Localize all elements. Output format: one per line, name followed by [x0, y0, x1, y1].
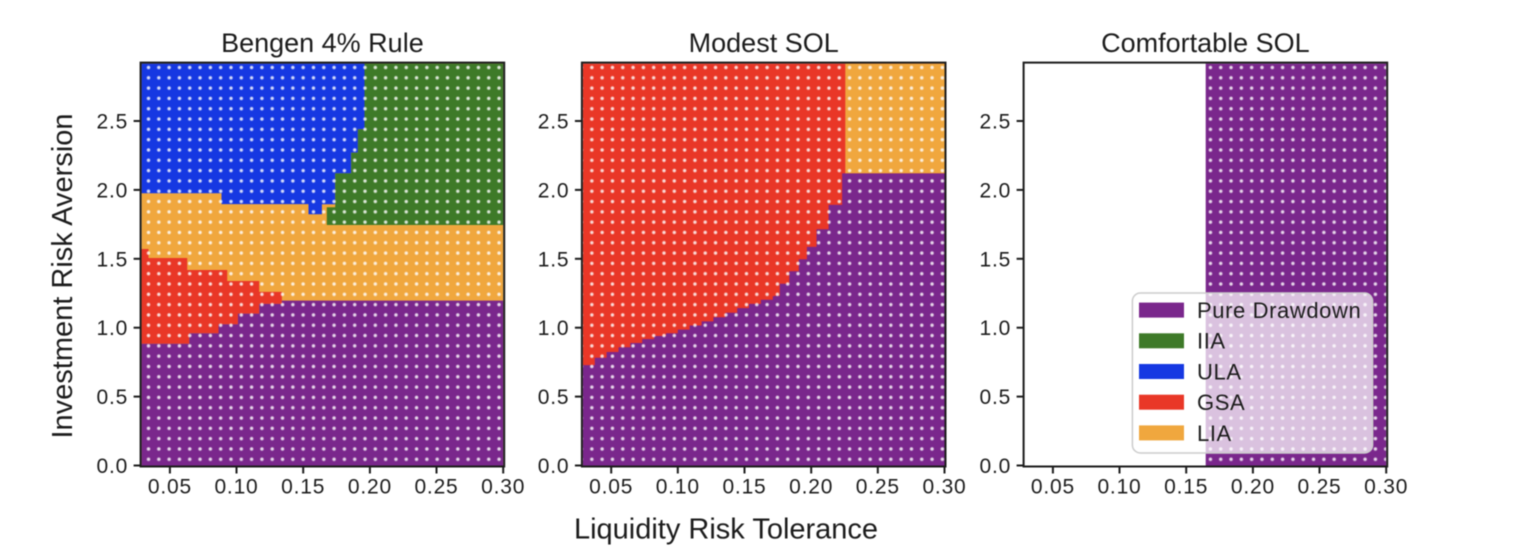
svg-text:0.0: 0.0: [980, 455, 1012, 478]
svg-text:1.0: 1.0: [97, 317, 129, 340]
svg-text:2.0: 2.0: [538, 179, 570, 202]
svg-text:2.5: 2.5: [97, 111, 129, 134]
svg-text:1.0: 1.0: [538, 317, 570, 340]
svg-text:0.05: 0.05: [148, 476, 192, 499]
svg-text:2.0: 2.0: [980, 179, 1012, 202]
svg-text:1.5: 1.5: [980, 248, 1012, 271]
svg-text:0.10: 0.10: [214, 476, 258, 499]
svg-text:0.20: 0.20: [789, 476, 833, 499]
svg-text:0.05: 0.05: [589, 476, 633, 499]
svg-text:0.20: 0.20: [1231, 476, 1275, 499]
svg-text:Comfortable SOL: Comfortable SOL: [1101, 28, 1310, 58]
svg-text:0.10: 0.10: [656, 476, 700, 499]
svg-text:0.0: 0.0: [538, 455, 570, 478]
svg-text:0.20: 0.20: [348, 476, 392, 499]
svg-text:0.15: 0.15: [1164, 476, 1208, 499]
svg-text:IIA: IIA: [1197, 329, 1226, 354]
svg-text:0.25: 0.25: [1297, 476, 1341, 499]
svg-text:1.5: 1.5: [97, 248, 129, 271]
svg-text:0.5: 0.5: [97, 386, 129, 409]
svg-text:LIA: LIA: [1197, 421, 1232, 446]
svg-text:0.5: 0.5: [980, 386, 1012, 409]
svg-text:1.5: 1.5: [538, 248, 570, 271]
svg-text:0.15: 0.15: [281, 476, 325, 499]
svg-text:2.5: 2.5: [980, 111, 1012, 134]
svg-text:0.15: 0.15: [722, 476, 766, 499]
svg-text:0.05: 0.05: [1031, 476, 1075, 499]
svg-text:0.30: 0.30: [922, 476, 966, 499]
svg-text:0.0: 0.0: [97, 455, 129, 478]
svg-text:ULA: ULA: [1197, 359, 1242, 384]
svg-text:Liquidity Risk Tolerance: Liquidity Risk Tolerance: [574, 514, 878, 546]
svg-text:2.0: 2.0: [97, 179, 129, 202]
svg-text:0.30: 0.30: [1364, 476, 1408, 499]
svg-text:GSA: GSA: [1197, 390, 1245, 415]
svg-text:Bengen 4% Rule: Bengen 4% Rule: [221, 28, 424, 58]
svg-text:0.5: 0.5: [538, 386, 570, 409]
svg-text:0.10: 0.10: [1097, 476, 1141, 499]
svg-text:0.25: 0.25: [856, 476, 900, 499]
svg-text:1.0: 1.0: [980, 317, 1012, 340]
svg-text:Investment Risk Aversion: Investment Risk Aversion: [47, 113, 79, 438]
svg-text:Pure Drawdown: Pure Drawdown: [1197, 298, 1361, 323]
svg-text:0.30: 0.30: [481, 476, 525, 499]
svg-text:0.25: 0.25: [414, 476, 458, 499]
svg-text:Modest SOL: Modest SOL: [689, 28, 839, 58]
svg-text:2.5: 2.5: [538, 111, 570, 134]
